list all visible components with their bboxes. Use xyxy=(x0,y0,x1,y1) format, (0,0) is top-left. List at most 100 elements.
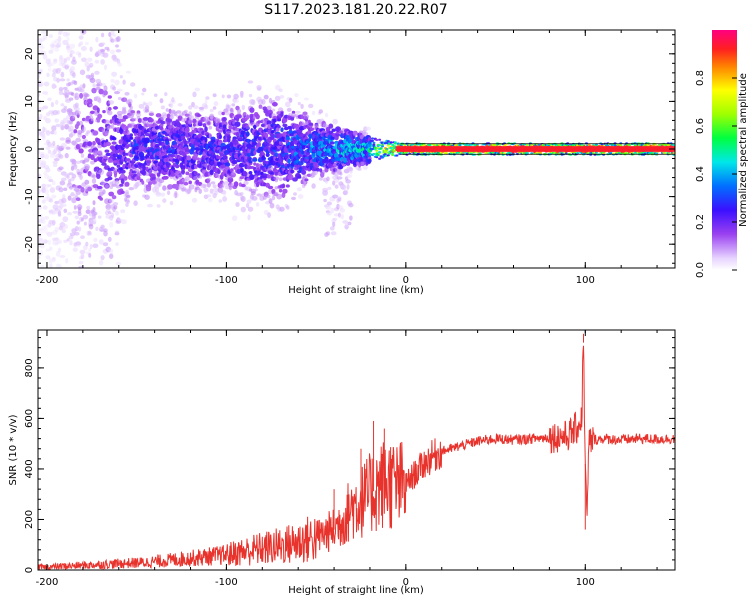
spectrogram-cell xyxy=(269,133,275,137)
spectrogram-cell xyxy=(49,246,53,251)
spectrogram-cell xyxy=(296,187,302,192)
snr-x-label: Height of straight line (km) xyxy=(288,585,424,596)
spectrogram-cell xyxy=(252,158,258,162)
spectrogram-cell xyxy=(71,59,77,65)
spectrogram-cell xyxy=(71,159,77,165)
spectrogram-cell xyxy=(103,90,108,96)
spectrogram-cell xyxy=(104,64,107,71)
spectrogram-cell xyxy=(80,235,85,239)
spectrogram-cell xyxy=(65,56,71,61)
spectrogram-cell xyxy=(169,114,174,120)
spectrogram-cell xyxy=(79,41,84,46)
colorbar-tick-label: 0.6 xyxy=(695,118,706,134)
spectrogram-cell xyxy=(66,43,70,49)
spectrogram-cell xyxy=(156,204,161,208)
colorbar-tick-label: 0.0 xyxy=(695,262,706,278)
spectrogram-cell xyxy=(121,219,127,225)
spectrogram-cell xyxy=(53,148,58,154)
spectrogram-cell xyxy=(257,141,261,148)
spectrogram-cell xyxy=(72,210,79,214)
spectrogram-cell xyxy=(69,65,76,72)
spectrogram-cell xyxy=(73,205,77,210)
spectrogram-cell xyxy=(107,170,113,176)
spectrogram-cell xyxy=(46,130,50,135)
spectrogram-cell xyxy=(231,103,236,107)
spectrogram-cell xyxy=(75,241,82,246)
spectrogram-cell xyxy=(129,136,134,140)
spectrogram-cell xyxy=(256,182,260,188)
spectrogram-cell xyxy=(248,93,253,98)
spectrogram-cell xyxy=(347,221,352,226)
spectrogram-cell xyxy=(76,220,80,225)
spectrogram-cell xyxy=(174,183,180,188)
spectrogram-cell xyxy=(96,82,103,87)
spectrogram-cell xyxy=(86,165,91,170)
spectrogram-cell xyxy=(271,108,276,112)
spectrogram-cell xyxy=(50,46,55,52)
spectrogram-cell xyxy=(90,160,95,165)
spectrogram-cell xyxy=(213,101,219,106)
spectrogram-cell xyxy=(248,171,253,175)
spectrogram-cell xyxy=(102,189,106,195)
spectrogram-cell xyxy=(153,93,158,97)
spectrogram-cell xyxy=(79,270,83,275)
spectrogram-cell xyxy=(102,52,109,58)
spectrogram-cell xyxy=(68,120,74,125)
spectrogram-cell xyxy=(135,155,139,160)
spectrogram-cell xyxy=(204,99,208,105)
spectrogram-cell xyxy=(148,118,154,123)
spectrogram-cell xyxy=(204,163,208,168)
spectrogram-cell xyxy=(91,87,97,94)
spectrogram-cell xyxy=(318,109,323,114)
spectrogram-cell xyxy=(316,167,320,172)
spectrogram-cell xyxy=(82,214,89,220)
spectrogram-cell xyxy=(263,209,269,216)
spectrogram-cell xyxy=(93,158,97,163)
spectrogram-cell xyxy=(73,164,78,170)
spectrogram-cell xyxy=(126,199,130,204)
spectrogram-cell xyxy=(145,186,152,192)
spectrogram-cell xyxy=(47,58,52,64)
spectrogram-cell xyxy=(42,205,48,210)
spectrogram-cell xyxy=(41,199,46,204)
spectrogram-cell xyxy=(58,91,64,96)
spectrogram-cell xyxy=(218,199,223,203)
spectrogram-cell xyxy=(67,195,72,201)
spectrogram-cell xyxy=(170,153,175,158)
spectrogram-cell xyxy=(145,172,149,176)
spectrogram-cell xyxy=(51,125,57,132)
spectrogram-cell xyxy=(110,38,115,43)
spectrogram-cell xyxy=(252,125,257,129)
spectrogram-cell xyxy=(188,111,192,117)
spectrogram-cell xyxy=(62,216,69,223)
spectrogram-cell xyxy=(339,172,343,176)
y-tick-label: -20 xyxy=(24,236,35,252)
spectrogram-cell xyxy=(62,223,69,230)
spectrogram-cell xyxy=(367,158,372,163)
spectrogram-cell xyxy=(114,91,120,95)
spectrogram-cell xyxy=(284,154,288,159)
spectrogram-cell xyxy=(75,110,82,116)
spectrogram-cell xyxy=(267,123,271,130)
spectrogram-cell xyxy=(108,198,114,204)
spectrogram-cell xyxy=(301,145,306,150)
spectrogram-cell xyxy=(61,177,67,181)
spectrogram-cell xyxy=(300,103,304,109)
spectrogram-cell xyxy=(281,183,286,189)
colorbar-label: Normalized spectral amplitude xyxy=(738,73,749,227)
y-tick-label: 400 xyxy=(24,459,35,478)
spectrogram-cell xyxy=(263,94,269,100)
spectrogram-cell xyxy=(74,231,80,236)
spectrogram-cell xyxy=(74,215,80,220)
spectrogram-cell xyxy=(55,251,61,257)
spectrogram-cell xyxy=(217,118,221,124)
spectrogram-cell xyxy=(325,204,331,210)
spectrogram-cell xyxy=(77,185,82,189)
spectrogram-cell xyxy=(122,151,126,157)
spectrogram-cell xyxy=(56,110,60,115)
spectrogram-cell xyxy=(159,98,164,104)
spectrogram-cell xyxy=(204,137,208,143)
spectrogram-cell xyxy=(301,169,307,175)
spectrogram-cell xyxy=(249,174,255,181)
spectrogram-cell xyxy=(345,189,349,195)
